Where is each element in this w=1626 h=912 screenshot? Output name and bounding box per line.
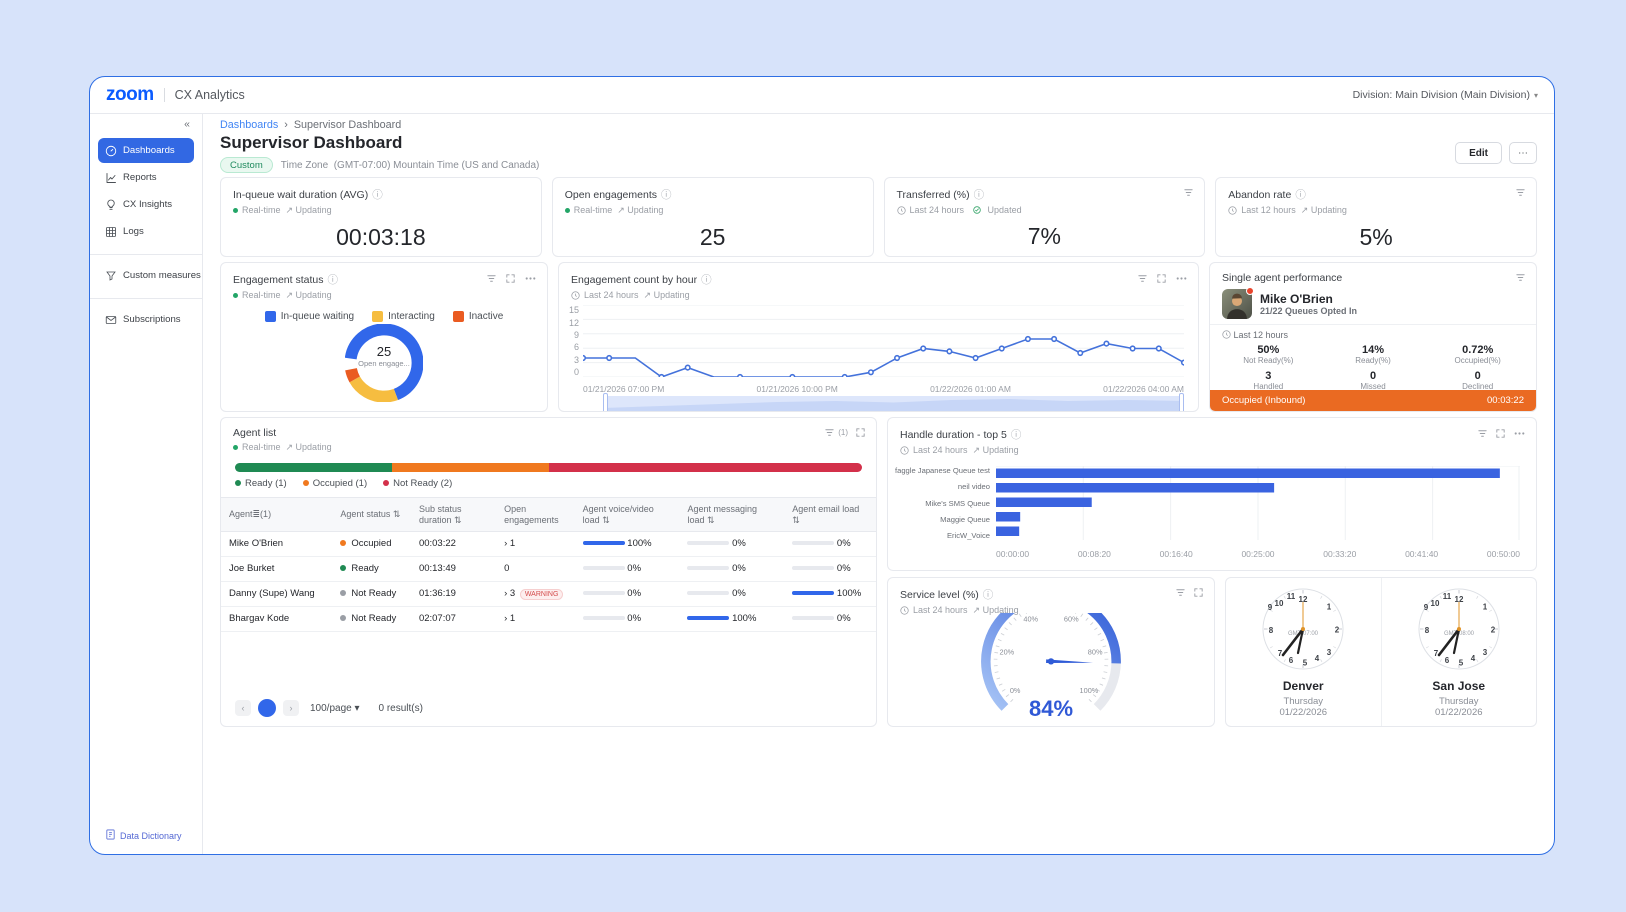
svg-text:8: 8 [1425,626,1430,635]
svg-text:60%: 60% [1064,615,1079,624]
svg-text:0%: 0% [1010,686,1021,695]
svg-text:4: 4 [1471,654,1476,663]
svg-text:11: 11 [1443,592,1452,601]
svg-text:4: 4 [1315,654,1320,663]
svg-text:10: 10 [1430,599,1439,608]
svg-text:2: 2 [1335,625,1340,634]
svg-text:100%: 100% [1080,686,1099,695]
svg-text:8: 8 [1269,626,1274,635]
svg-text:9: 9 [1424,603,1429,612]
svg-text:1: 1 [1483,602,1488,611]
svg-text:1: 1 [1327,602,1332,611]
svg-text:7: 7 [1434,649,1439,658]
svg-text:80%: 80% [1088,648,1103,657]
svg-text:6: 6 [1445,656,1450,665]
svg-text:2: 2 [1491,625,1496,634]
svg-text:3: 3 [1327,648,1332,657]
svg-text:10: 10 [1275,599,1284,608]
svg-text:6: 6 [1289,656,1294,665]
svg-text:11: 11 [1287,592,1296,601]
svg-text:3: 3 [1483,648,1488,657]
svg-text:40%: 40% [1023,615,1038,624]
svg-text:20%: 20% [1000,648,1015,657]
svg-text:5: 5 [1303,658,1308,667]
svg-text:7: 7 [1278,649,1283,658]
svg-text:9: 9 [1268,603,1273,612]
svg-text:5: 5 [1459,658,1464,667]
